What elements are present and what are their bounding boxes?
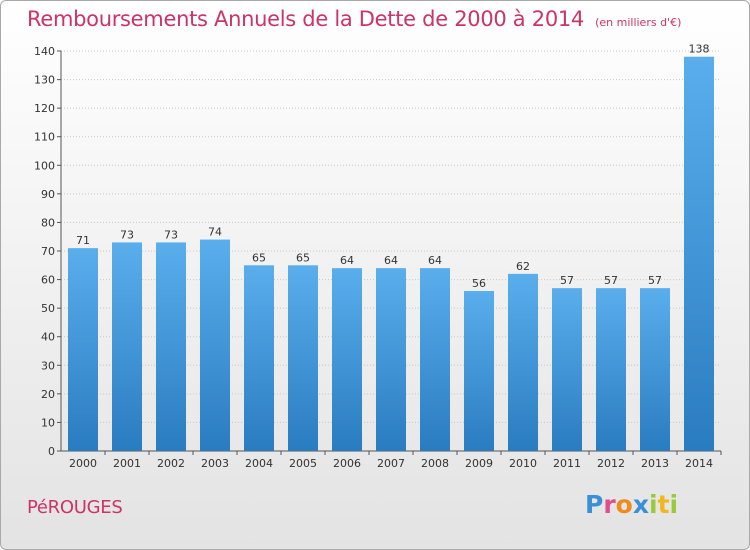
x-tick-label-2003: 2003 (201, 457, 229, 470)
x-tick-label-2014: 2014 (685, 457, 713, 470)
labels: 0 10 20 30 40 50 60 70 80 90 100 110 120 130 140 2000 71… (34, 43, 713, 470)
bar-2004 (244, 265, 274, 451)
value-label-2008: 64 (428, 254, 442, 267)
value-label-2004: 65 (252, 251, 266, 264)
x-tick-label-2013: 2013 (641, 457, 669, 470)
bar-2012 (596, 288, 626, 451)
x-tick-label-2010: 2010 (509, 457, 537, 470)
y-tick-label: 60 (41, 274, 55, 287)
value-label-2007: 64 (384, 254, 398, 267)
y-tick-label: 130 (34, 74, 55, 87)
bar-2002 (156, 242, 186, 451)
y-tick-label: 70 (41, 245, 55, 258)
y-tick-label: 50 (41, 302, 55, 315)
value-label-2001: 73 (120, 228, 134, 241)
town-name: PéROUGES (27, 497, 123, 518)
value-label-2003: 74 (208, 226, 222, 239)
x-tick-label-2000: 2000 (69, 457, 97, 470)
x-tick-label-2001: 2001 (113, 457, 141, 470)
bar-2008 (420, 268, 450, 451)
x-tick-label-2011: 2011 (553, 457, 581, 470)
bars (68, 56, 714, 451)
x-tick-label-2012: 2012 (597, 457, 625, 470)
x-tick-label-2002: 2002 (157, 457, 185, 470)
value-label-2000: 71 (76, 234, 90, 247)
bar-2001 (112, 242, 142, 451)
y-tick-label: 110 (34, 131, 55, 144)
bar-2000 (68, 248, 98, 451)
title-row: Remboursements Annuels de la Dette de 20… (27, 7, 681, 31)
y-tick-label: 80 (41, 216, 55, 229)
bar-2006 (332, 268, 362, 451)
bar-2013 (640, 288, 670, 451)
y-tick-label: 20 (41, 388, 55, 401)
x-tick-label-2009: 2009 (465, 457, 493, 470)
value-label-2014: 138 (689, 43, 710, 56)
logo-letter: i (649, 490, 658, 519)
x-tick-label-2005: 2005 (289, 457, 317, 470)
value-label-2013: 57 (648, 274, 662, 287)
bar-2007 (376, 268, 406, 451)
logo-letter: P (585, 490, 604, 519)
logo-letter: r (603, 490, 616, 519)
proxiti-logo[interactable]: Proxiti (585, 490, 678, 519)
x-tick-label-2006: 2006 (333, 457, 361, 470)
y-tick-label: 140 (34, 45, 55, 58)
bar-2011 (552, 288, 582, 451)
x-tick-label-2008: 2008 (421, 457, 449, 470)
value-label-2002: 73 (164, 228, 178, 241)
bar-2003 (200, 239, 230, 451)
logo-letter: t (657, 490, 670, 519)
value-label-2005: 65 (296, 251, 310, 264)
chart-unit-note: (en milliers d'€) (595, 16, 682, 29)
y-tick-label: 40 (41, 331, 55, 344)
x-tick-label-2007: 2007 (377, 457, 405, 470)
logo-letter: o (615, 490, 633, 519)
bar-2014 (684, 56, 714, 451)
value-label-2006: 64 (340, 254, 354, 267)
value-label-2011: 57 (560, 274, 574, 287)
bar-2010 (508, 273, 538, 451)
value-label-2010: 62 (516, 260, 530, 273)
y-tick-label: 0 (48, 445, 55, 458)
y-tick-label: 10 (41, 416, 55, 429)
value-label-2012: 57 (604, 274, 618, 287)
y-tick-label: 30 (41, 359, 55, 372)
bar-2009 (464, 291, 494, 451)
chart-title: Remboursements Annuels de la Dette de 20… (27, 7, 584, 31)
y-tick-label: 90 (41, 188, 55, 201)
x-tick-label-2004: 2004 (245, 457, 273, 470)
y-tick-label: 120 (34, 102, 55, 115)
y-tick-label: 100 (34, 159, 55, 172)
value-label-2009: 56 (472, 277, 486, 290)
bar-2005 (288, 265, 318, 451)
logo-letter: x (632, 490, 649, 519)
logo-letter: i (669, 490, 679, 519)
